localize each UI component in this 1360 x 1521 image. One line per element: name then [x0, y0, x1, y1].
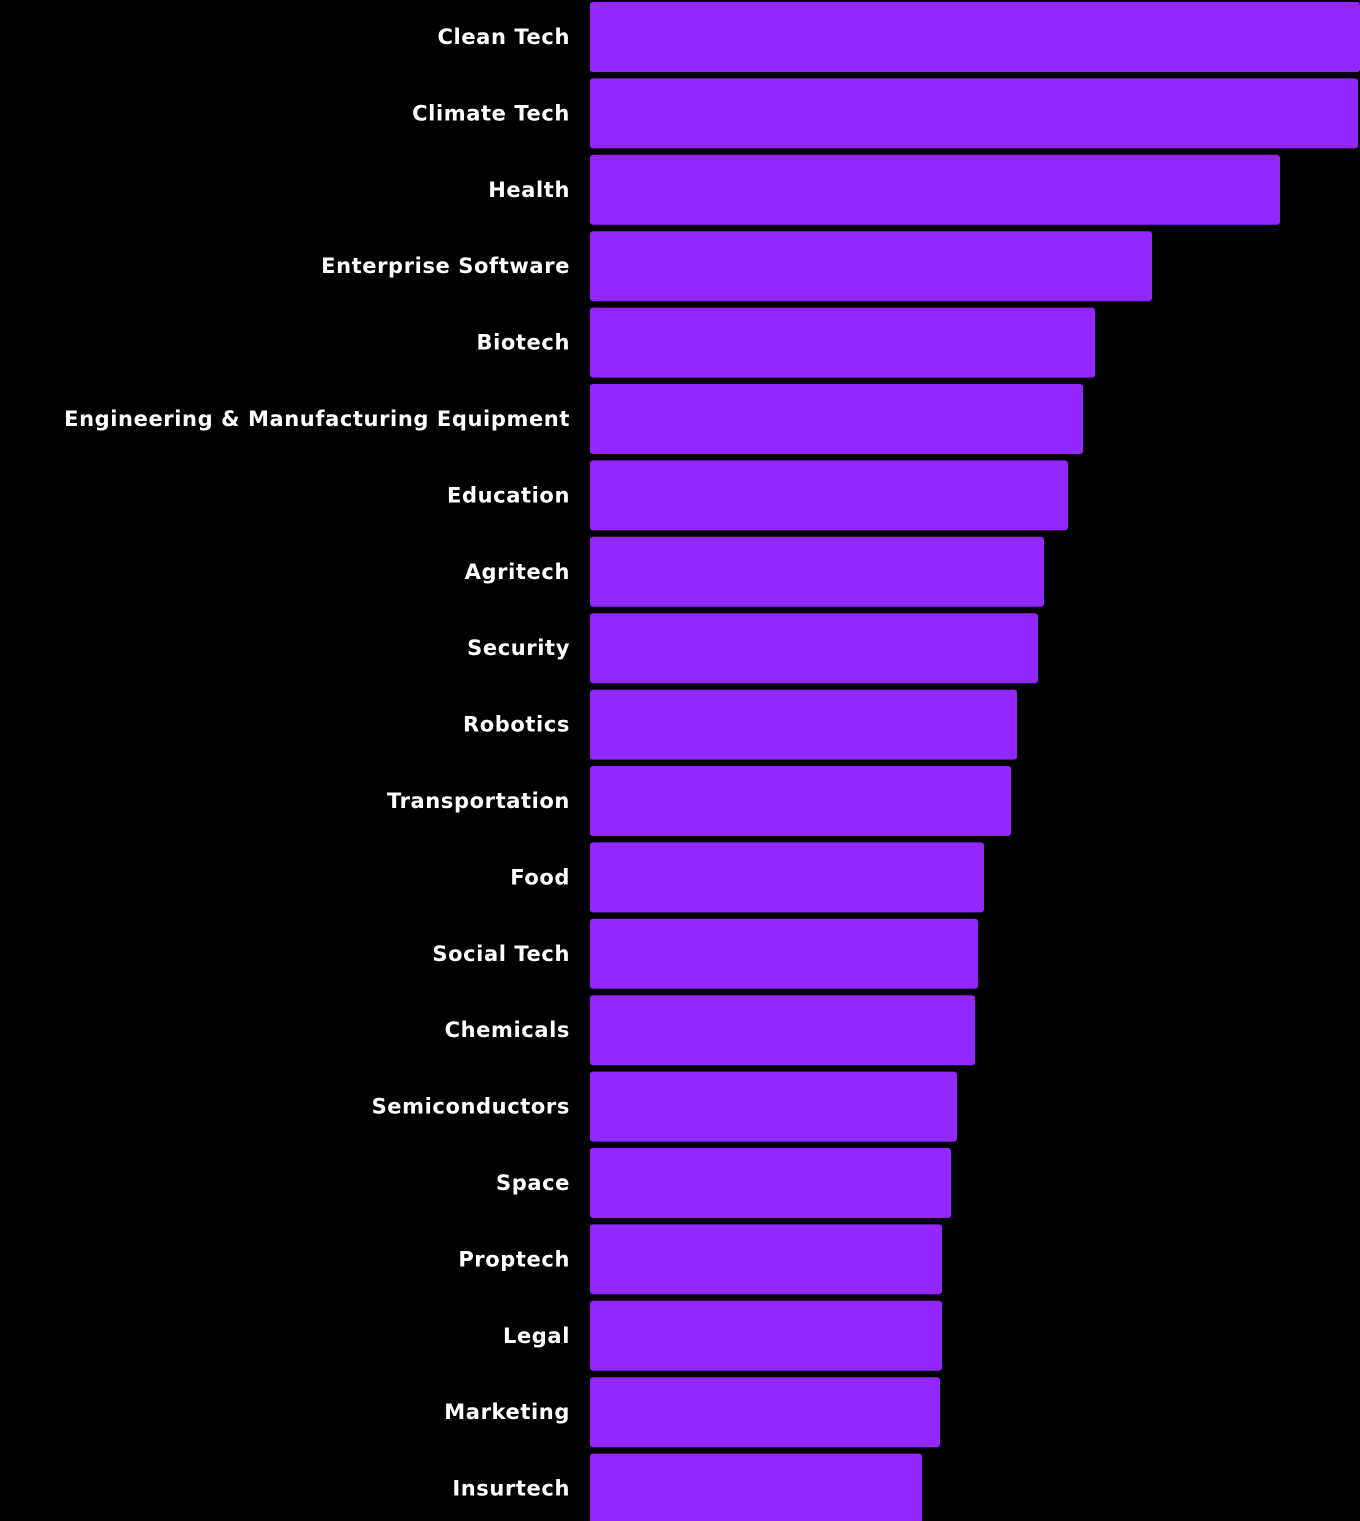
bars-group	[590, 2, 1360, 1521]
label-food: Food	[510, 865, 570, 889]
bar-education	[590, 460, 1068, 531]
label-clean-tech: Clean Tech	[438, 25, 570, 49]
bar-security	[590, 613, 1038, 684]
label-climate-tech: Climate Tech	[412, 101, 570, 125]
label-engineering-and-manufacturing-equipment: Engineering & Manufacturing Equipment	[64, 407, 570, 431]
bar-chemicals	[590, 995, 975, 1066]
bar-biotech	[590, 307, 1095, 378]
bar-social-tech	[590, 918, 978, 989]
bar-agritech	[590, 536, 1044, 607]
label-transportation: Transportation	[387, 789, 570, 813]
label-education: Education	[447, 483, 570, 507]
bar-legal	[590, 1300, 942, 1371]
bar-marketing	[590, 1377, 940, 1448]
bar-space	[590, 1148, 951, 1218]
label-robotics: Robotics	[463, 713, 570, 737]
label-biotech: Biotech	[476, 331, 570, 355]
label-insurtech: Insurtech	[452, 1477, 570, 1501]
label-security: Security	[467, 636, 570, 660]
bar-enterprise-software	[590, 231, 1152, 302]
label-health: Health	[488, 178, 570, 202]
bar-semiconductors	[590, 1071, 957, 1142]
label-agritech: Agritech	[465, 560, 570, 584]
label-space: Space	[496, 1171, 570, 1195]
bar-insurtech	[590, 1453, 922, 1521]
bar-engineering-and-manufacturing-equipment	[590, 384, 1083, 454]
label-marketing: Marketing	[444, 1400, 570, 1424]
label-proptech: Proptech	[458, 1247, 570, 1271]
bar-food	[590, 842, 984, 913]
label-enterprise-software: Enterprise Software	[321, 254, 570, 278]
bar-transportation	[590, 766, 1011, 836]
label-social-tech: Social Tech	[432, 942, 570, 966]
bar-climate-tech	[590, 78, 1358, 149]
bar-clean-tech	[590, 2, 1360, 72]
label-legal: Legal	[503, 1324, 570, 1348]
label-chemicals: Chemicals	[445, 1018, 570, 1042]
bar-proptech	[590, 1224, 942, 1295]
bar-health	[590, 154, 1280, 225]
bar-robotics	[590, 689, 1017, 760]
label-semiconductors: Semiconductors	[372, 1095, 570, 1119]
category-labels-group: Clean Tech Climate Tech Health Enterprise S…	[64, 25, 570, 1501]
